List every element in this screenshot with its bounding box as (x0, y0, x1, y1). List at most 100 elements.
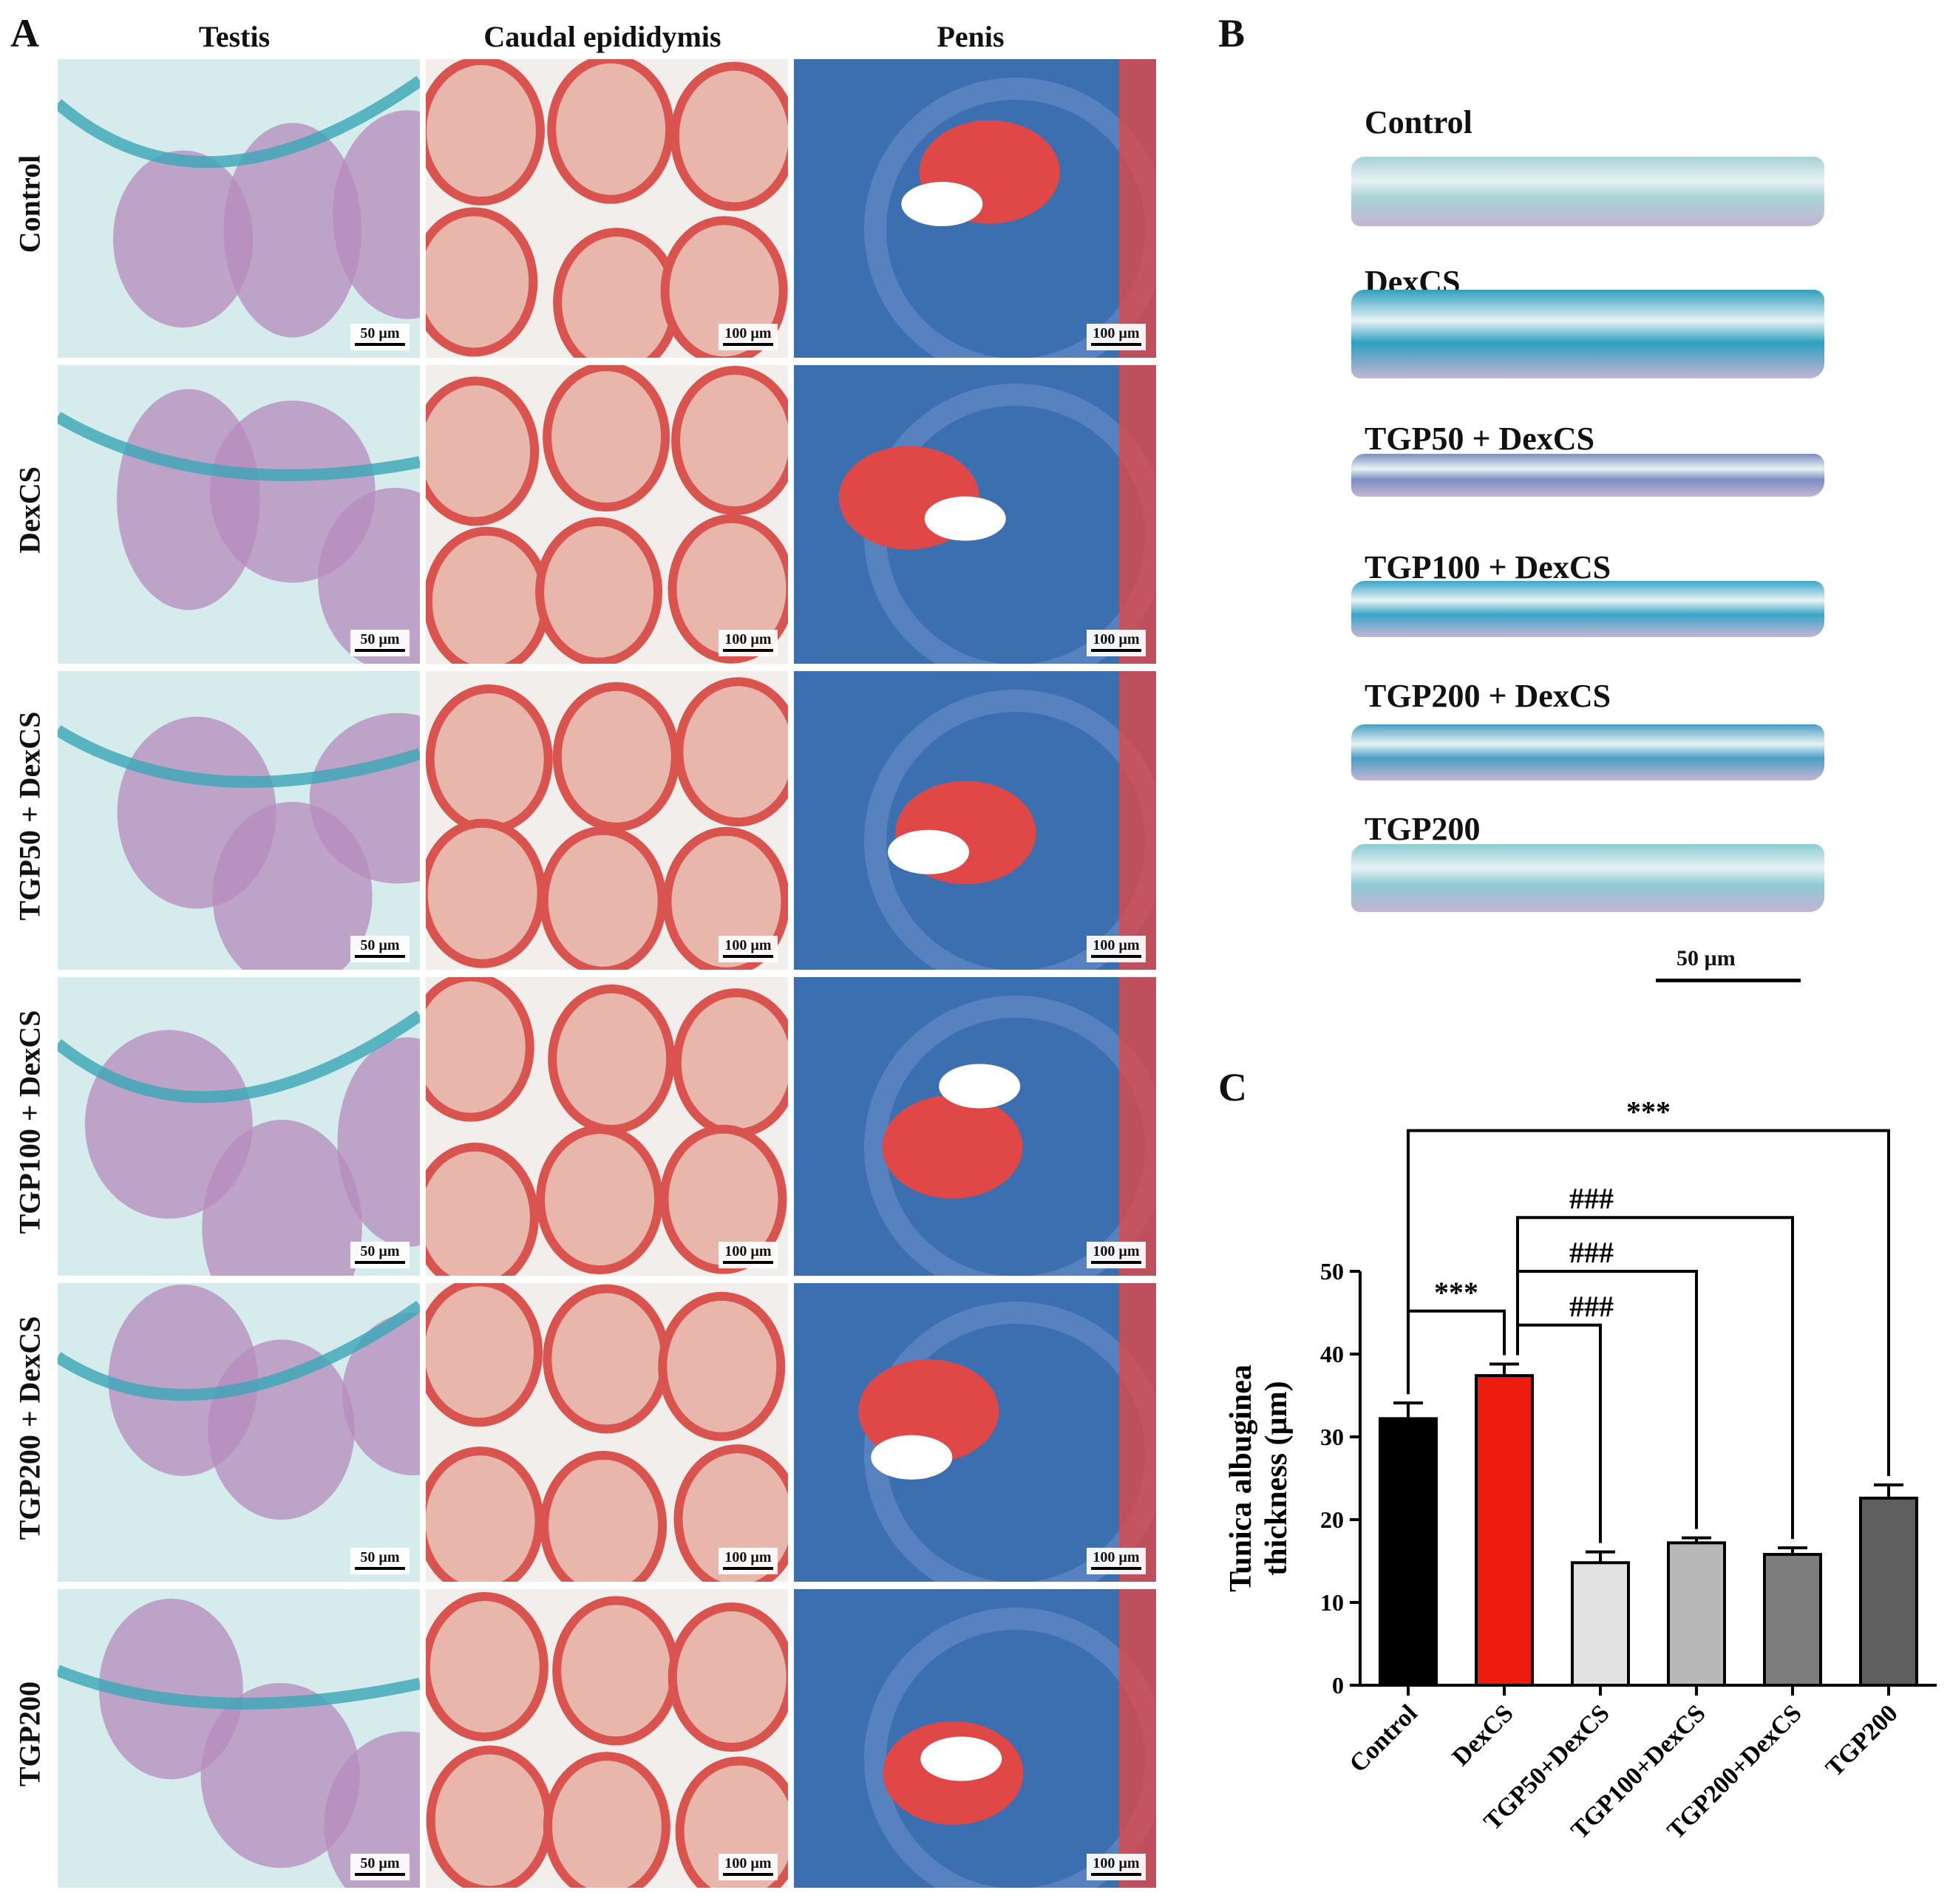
tunica-strip-6 (1351, 844, 1824, 912)
scale-bar: 100 µm (1087, 1854, 1146, 1880)
scale-bar: 100 µm (718, 936, 778, 962)
tunica-strip-4 (1351, 581, 1824, 637)
scale-bar-label: 100 µm (724, 1549, 772, 1565)
micrograph-testis-row-6: 50 µm (58, 1589, 420, 1888)
panel-b-scalebar-label: 50 µm (1676, 946, 1736, 970)
y-tick-label: 0 (1332, 1672, 1344, 1699)
micrograph-testis-row-1: 50 µm (58, 59, 420, 358)
y-tick-label: 20 (1320, 1506, 1344, 1533)
strip-label-1: Control (1365, 104, 1472, 140)
micrograph-epididymis-row-2: 100 µm (426, 365, 788, 664)
bar (1571, 1561, 1630, 1687)
scale-bar: 100 µm (1087, 324, 1146, 350)
row-label-tgp50-dexcs: TGP50 + DexCS (13, 711, 47, 921)
column-header-testis: Testis (198, 20, 271, 53)
scale-bar: 100 µm (1087, 630, 1146, 656)
panel-letter-b: B (1218, 11, 1246, 55)
row-label-tgp200: TGP200 (13, 1681, 47, 1787)
scale-bar-line (355, 955, 405, 958)
y-tick-label: 50 (1320, 1258, 1344, 1285)
scale-bar-line (355, 1261, 405, 1264)
micrograph-penis-row-1: 100 µm (794, 59, 1156, 358)
tunica-strip-3 (1351, 454, 1824, 497)
scale-bar-line (723, 649, 773, 652)
micrograph-penis-row-6: 100 µm (794, 1589, 1156, 1888)
significance-label: *** (1434, 1276, 1478, 1309)
scale-bar: 50 µm (350, 630, 410, 656)
bar (1763, 1553, 1822, 1687)
column-header-penis: Penis (937, 20, 1005, 53)
significance-label: *** (1626, 1095, 1671, 1129)
micrograph-testis-row-5: 50 µm (58, 1283, 420, 1582)
scale-bar-label: 100 µm (724, 937, 772, 953)
scale-bar-label: 50 µm (360, 1549, 400, 1565)
scale-bar: 100 µm (1087, 1548, 1146, 1574)
strip-label-4: TGP100 + DexCS (1365, 549, 1611, 585)
y-tick-label: 10 (1320, 1589, 1344, 1616)
micrograph-epididymis-row-6: 100 µm (426, 1589, 788, 1888)
scale-bar-line (723, 1873, 773, 1876)
row-label-control: Control (13, 154, 47, 254)
x-tick-label: Control (1345, 1699, 1423, 1778)
scale-bar-line (1091, 1261, 1141, 1264)
micrograph-testis-row-4: 50 µm (58, 977, 420, 1276)
scale-bar-label: 100 µm (724, 1855, 772, 1871)
micrograph-penis-row-4: 100 µm (794, 977, 1156, 1276)
micrograph-penis-row-2: 100 µm (794, 365, 1156, 664)
scale-bar-line (723, 1567, 773, 1570)
tunica-strip-1 (1351, 157, 1824, 226)
scale-bar-label: 100 µm (1093, 1549, 1140, 1565)
scale-bar-label: 50 µm (360, 937, 400, 953)
scale-bar-line (355, 649, 405, 652)
strip-label-6: TGP200 (1365, 811, 1481, 847)
scale-bar-label: 50 µm (360, 631, 400, 647)
scale-bar: 100 µm (718, 324, 778, 350)
panel-letter-a: A (10, 11, 39, 55)
scale-bar-label: 100 µm (724, 325, 772, 341)
scale-bar: 50 µm (350, 1548, 410, 1574)
micrograph-epididymis-row-3: 100 µm (426, 671, 788, 970)
scale-bar: 50 µm (350, 1242, 410, 1268)
scale-bar-line (723, 343, 773, 346)
scale-bar-line (1091, 343, 1141, 346)
y-tick-label: 30 (1320, 1424, 1344, 1450)
micrograph-testis-row-3: 50 µm (58, 671, 420, 970)
micrograph-penis-row-3: 100 µm (794, 671, 1156, 970)
scale-bar-label: 50 µm (360, 325, 400, 341)
y-axis-label: Tunica albugineathickness (µm) (1224, 1364, 1294, 1592)
significance-label: ### (1569, 1290, 1614, 1323)
scale-bar: 100 µm (718, 1242, 778, 1268)
scale-bar-label: 100 µm (1093, 1243, 1140, 1259)
micrograph-epididymis-row-1: 100 µm (426, 59, 788, 358)
row-label-dexcs: DexCS (13, 466, 47, 554)
scale-bar-label: 100 µm (1093, 937, 1140, 953)
bar (1859, 1496, 1918, 1687)
bar (1475, 1374, 1534, 1687)
bar (1379, 1417, 1438, 1687)
scale-bar: 50 µm (350, 324, 410, 350)
scale-bar: 50 µm (350, 1854, 410, 1880)
thickness-bar-chart: 0 10 20 30 40 50 Tunica albugineathickness (µm… (1224, 1095, 1937, 1845)
significance-bracket (1516, 1216, 1794, 1540)
panel-letter-c: C (1218, 1065, 1247, 1109)
scale-bar: 100 µm (718, 1854, 778, 1880)
x-tick-label: DexCS (1447, 1699, 1519, 1771)
micrograph-testis-row-2: 50 µm (58, 365, 420, 664)
tunica-strip-2 (1351, 290, 1824, 378)
significance-label: ### (1569, 1182, 1614, 1215)
scale-bar: 50 µm (350, 936, 410, 962)
scale-bar-label: 100 µm (1093, 631, 1140, 647)
scale-bar-line (723, 1261, 773, 1264)
significance-label: ### (1569, 1236, 1614, 1269)
scale-bar: 100 µm (1087, 1242, 1146, 1268)
strip-label-5: TGP200 + DexCS (1365, 678, 1611, 714)
scale-bar: 100 µm (1087, 936, 1146, 962)
scale-bar-line (355, 1567, 405, 1570)
micrograph-epididymis-row-4: 100 µm (426, 977, 788, 1276)
column-header-caudal-epididymis: Caudal epididymis (483, 20, 721, 53)
scale-bar-line (1091, 1567, 1141, 1570)
bar (1667, 1541, 1726, 1687)
micrograph-epididymis-row-5: 100 µm (426, 1283, 788, 1582)
scale-bar: 100 µm (718, 630, 778, 656)
scale-bar-label: 100 µm (724, 1243, 772, 1259)
